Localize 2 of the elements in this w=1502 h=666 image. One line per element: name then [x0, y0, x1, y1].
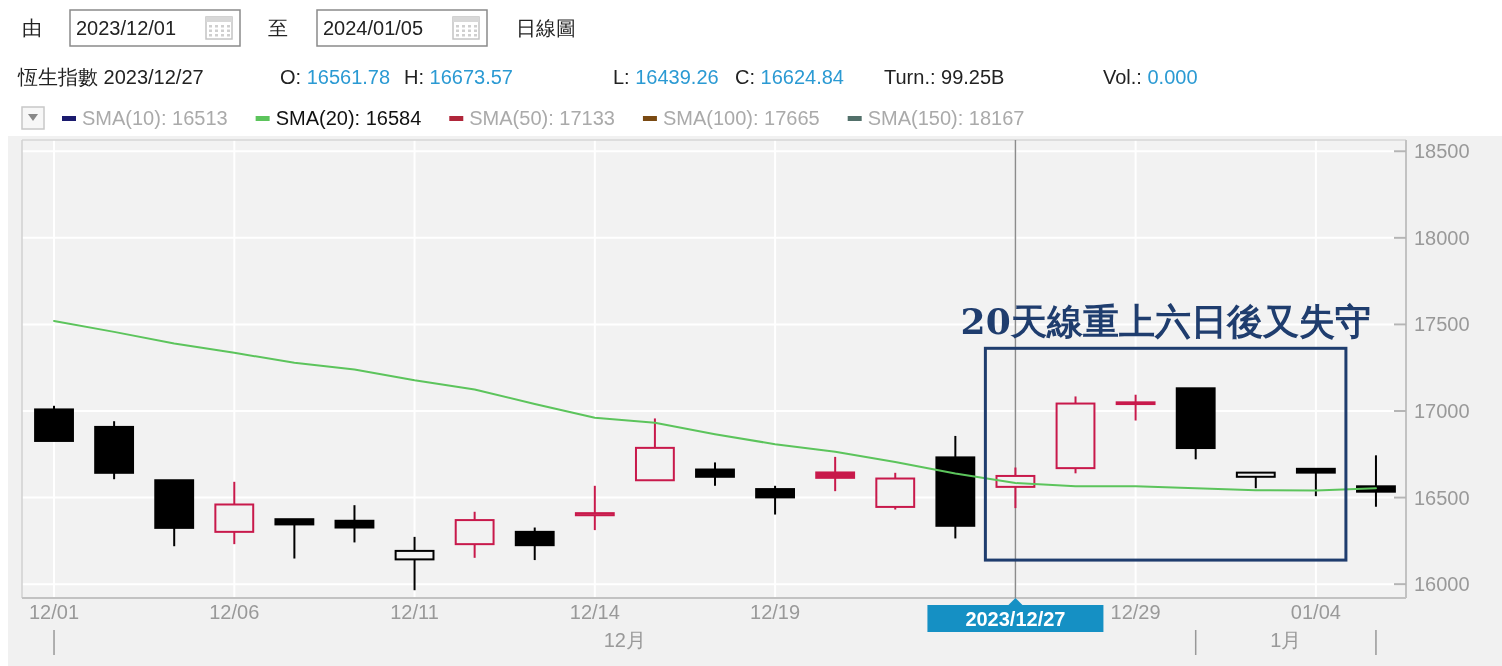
x-tick-label: 2023/12/27: [965, 608, 1066, 630]
note: 20天線重上六日後又失守: [960, 300, 1371, 343]
